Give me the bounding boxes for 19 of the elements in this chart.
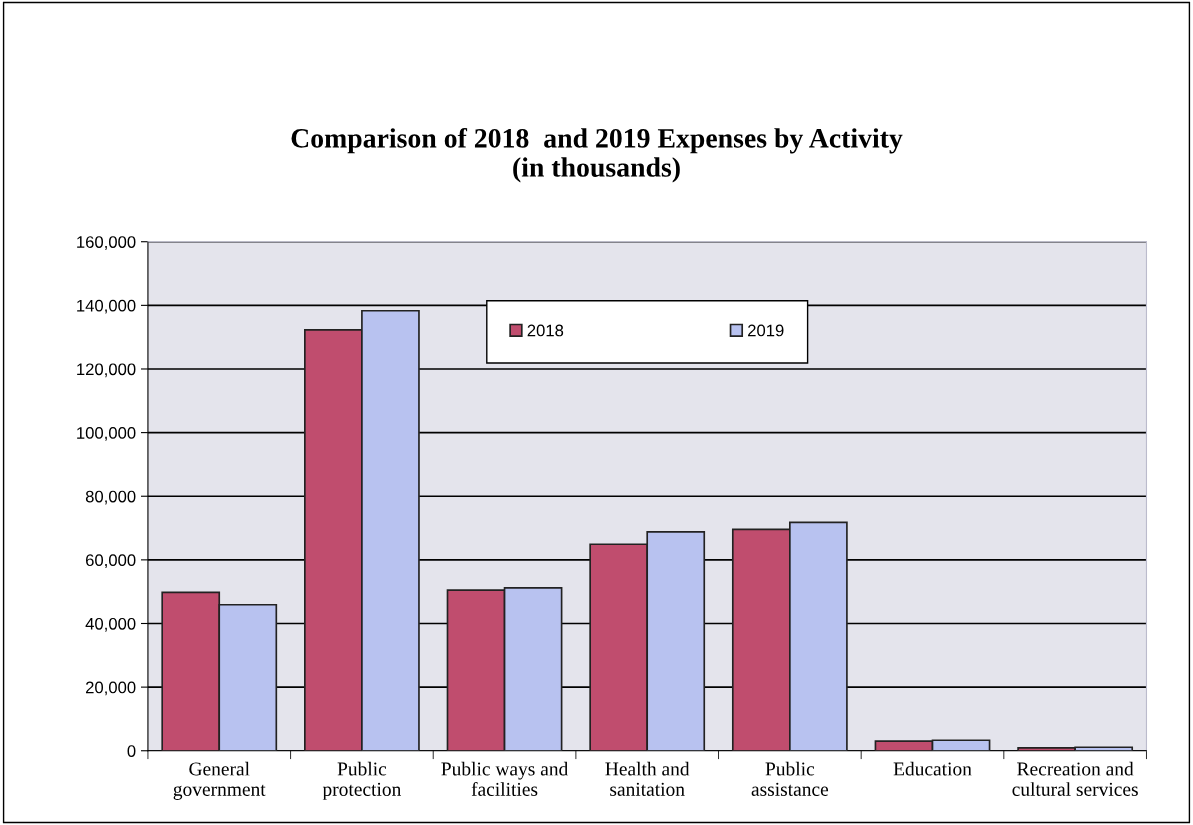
y-tick-label: 120,000: [77, 363, 136, 378]
y-tick-label: 160,000: [77, 236, 136, 250]
x-tick-label: General government: [173, 761, 266, 800]
y-tick-label: 60,000: [86, 554, 136, 569]
x-tick-label: Public protection: [322, 761, 402, 800]
y-tick-label: 140,000: [77, 299, 136, 314]
x-tick-label: Public ways and facilities: [441, 761, 569, 796]
legend-label: 2018: [527, 324, 564, 337]
x-tick-label: Health and sanitation: [605, 761, 690, 796]
y-tick-label: 0: [127, 745, 136, 757]
x-tick-label: Recreation and cultural services: [1012, 761, 1138, 796]
x-tick-label: Public assistance: [751, 761, 829, 796]
y-tick-label: 100,000: [77, 427, 136, 441]
x-tick-label: Education: [893, 761, 972, 776]
chart-title: Comparison of 2018 and 2019 Expenses by Activity (in thousands): [291, 127, 903, 183]
legend-label: 2019: [748, 324, 784, 337]
y-tick-label: 20,000: [85, 681, 136, 696]
y-tick-label: 80,000: [85, 490, 136, 505]
y-tick-label: 40,000: [85, 617, 136, 632]
